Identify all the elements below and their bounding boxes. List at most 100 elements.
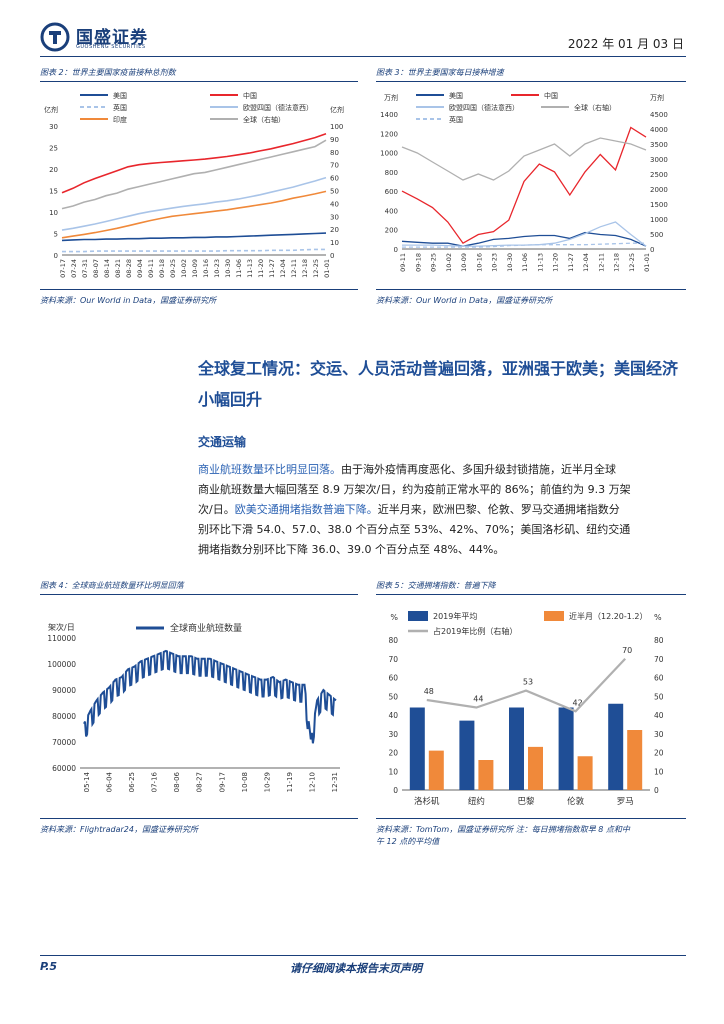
x-tick-label: 12-25 [628,253,636,272]
x-tick-label: 09-17 [218,772,226,792]
y2-tick-label: 2500 [650,171,668,179]
x-tick-label: 12-11 [597,253,605,272]
y-tick-label: 70 [388,655,398,664]
chart3-source: 资料来源：Our World in Data，国盛证券研究所 [376,296,553,305]
x-tick-label: 11-20 [257,259,265,278]
y-tick-label: 40 [388,711,398,720]
legend-label-5: 全球（右轴） [243,115,285,124]
y2-tick-label: 0 [654,786,659,795]
chart3-vaccine-daily: 万剂1400120010008006004002000万剂45004000350… [380,91,668,272]
y-tick-label: 20 [49,166,58,174]
y2-tick-label: 60 [330,175,339,183]
y-tick-label: 80 [388,636,398,645]
y2-axis-label: % [654,613,662,622]
report-date: 2022 年 01 月 03 日 [567,37,684,51]
chart3-bottom-rule [376,289,686,290]
para-line-5: 拥堵指数分别环比下降 36.0、39.0 个百分点至 48%、44%。 [198,543,505,556]
x-tick-label: 10-02 [180,259,188,278]
series-line-0 [401,231,647,247]
y-tick-label: 20 [388,749,398,758]
y2-tick-label: 40 [330,200,339,208]
legend-swatch-0 [408,611,428,621]
chart4-top-rule [40,594,358,595]
chart4-flights: 架次/日 全球商业航班数量 110000 100000 90000 80000 70000 6… [47,622,340,792]
company-sub: GUOSHENG SECURITIES [76,44,146,50]
x-tick-label: 罗马 [617,797,634,807]
y-tick-label: 110000 [47,634,76,643]
bar-0-0 [409,707,425,790]
x-tick-label: 08-27 [196,772,204,792]
x-tick-label: 纽约 [468,796,485,807]
y2-tick-label: 20 [330,226,339,234]
series-line-5 [61,139,327,210]
series-line-4 [402,242,646,248]
series-line-0 [61,232,327,242]
x-tick-label: 10-16 [475,253,483,272]
y2-tick-label: 0 [330,252,334,260]
legend-label-0: 全球商业航班数量 [170,622,242,634]
y-axis-label: 万剂 [384,93,398,102]
chart5-source-1: 资料来源：TomTom，国盛证券研究所 注：每日拥堵指数取早 8 点和中 [376,825,630,834]
x-tick-label: 06-04 [106,771,114,792]
bar-1-2 [528,746,543,790]
y-tick-label: 100000 [47,660,76,669]
x-tick-label: 12-18 [301,259,309,278]
x-tick-label: 巴黎 [517,796,535,807]
x-tick-label: 11-20 [552,253,560,272]
para-line-4: 别环比下滑 54.0、57.0、38.0 个百分点至 53%、42%、70%；美… [198,523,631,536]
legend-label-2: 占2019年比例（右轴） [433,626,517,636]
series-line-2 [62,248,326,253]
data-label-4: 70 [622,646,632,655]
y-tick-label: 0 [54,252,58,260]
legend-label-1: 近半月（12.20-1.2） [569,611,648,621]
series-line-4 [61,190,327,239]
data-label-0: 48 [424,687,434,696]
y-tick-label: 80000 [52,712,76,721]
x-tick-label: 10-23 [213,259,221,278]
legend-label-4: 英国 [449,115,463,124]
chart5-caption: 图表 5：交通拥堵指数：普遍下降 [376,581,496,590]
y2-tick-label: 10 [654,767,664,776]
chart4-source: 资料来源：Flightradar24，国盛证券研究所 [40,825,198,834]
chart2-top-rule [40,81,358,82]
x-tick-label: 11-13 [536,253,544,272]
x-tick-label: 07-24 [70,259,78,278]
x-tick-label: 10-30 [506,253,514,272]
y2-tick-label: 90 [330,136,339,144]
x-tick-label: 11-06 [521,253,529,272]
chart4-caption: 图表 4：全球商业航班数量环比明显回落 [40,581,184,590]
x-tick-label: 08-14 [103,259,111,278]
para-highlight-1: 商业航班数量环比明显回落。 [198,463,341,476]
bar-1-0 [428,750,444,790]
para-text-3a: 次/日。 [198,503,235,516]
legend-label-0: 美国 [449,91,463,100]
bar-1-4 [627,730,643,790]
y2-tick-label: 4500 [650,111,668,119]
x-tick-label: 09-25 [169,259,177,278]
x-tick-label: 08-21 [114,259,122,278]
data-label-3: 42 [573,698,583,707]
bar-0-4 [608,703,624,790]
y2-tick-label: 100 [330,123,343,131]
x-tick-label: 05-14 [83,771,91,792]
x-tick-label: 10-09 [191,259,199,278]
y-tick-label: 0 [394,246,398,254]
section-subheading: 交通运输 [198,435,247,449]
x-tick-label: 12-18 [613,253,621,272]
y-tick-label: 1200 [380,130,398,138]
x-tick-label: 11-27 [268,259,276,278]
series-line-0 [83,649,337,744]
legend-label-1: 中国 [243,91,257,100]
series-line-1 [61,132,327,194]
series-line-3 [61,176,327,231]
y2-tick-label: 4000 [650,126,668,134]
legend-label-3: 欧盟四国（德法意西） [243,103,313,112]
x-tick-label: 10-02 [445,253,453,272]
legend-label-0: 2019年平均 [433,611,477,621]
legend-swatch-1 [544,611,564,621]
x-tick-label: 09-18 [414,253,422,272]
chart5-bottom-rule [376,818,686,819]
x-tick-label: 01-01 [643,253,651,272]
x-tick-label: 10-08 [241,772,249,792]
x-tick-label: 伦敦 [567,796,585,807]
